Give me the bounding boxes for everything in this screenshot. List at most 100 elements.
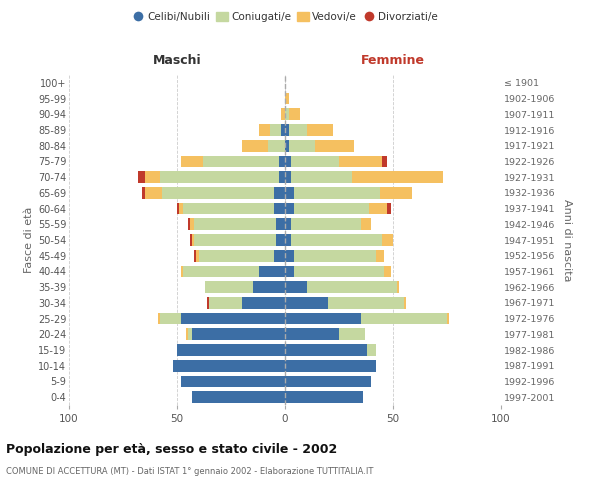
Bar	[285, 344, 367, 356]
Bar	[181, 156, 203, 168]
Bar	[160, 171, 278, 183]
Bar	[281, 124, 285, 136]
Bar	[190, 234, 192, 246]
Bar	[369, 202, 386, 214]
Bar	[160, 312, 181, 324]
Bar	[177, 202, 179, 214]
Bar	[285, 266, 293, 278]
Bar	[173, 360, 285, 372]
Bar	[315, 140, 354, 151]
Bar	[352, 171, 443, 183]
Bar	[285, 187, 293, 198]
Bar	[292, 234, 382, 246]
Bar	[285, 297, 328, 308]
Bar	[285, 156, 292, 168]
Bar	[385, 266, 391, 278]
Bar	[307, 124, 332, 136]
Bar	[274, 250, 285, 262]
Bar	[259, 266, 285, 278]
Bar	[361, 218, 371, 230]
Bar	[205, 281, 253, 293]
Bar	[285, 391, 363, 403]
Bar	[181, 376, 285, 388]
Bar	[307, 281, 397, 293]
Bar	[285, 376, 371, 388]
Y-axis label: Fasce di età: Fasce di età	[23, 207, 34, 273]
Bar	[138, 171, 145, 183]
Bar	[386, 202, 391, 214]
Bar	[253, 281, 285, 293]
Bar	[207, 297, 209, 308]
Bar	[361, 312, 447, 324]
Bar	[192, 234, 194, 246]
Text: Femmine: Femmine	[361, 54, 425, 68]
Bar	[242, 297, 285, 308]
Bar	[285, 171, 292, 183]
Bar	[184, 202, 274, 214]
Bar	[289, 140, 315, 151]
Bar	[293, 266, 385, 278]
Bar	[196, 250, 199, 262]
Bar	[285, 281, 307, 293]
Bar	[179, 202, 184, 214]
Bar	[328, 297, 404, 308]
Legend: Celibi/Nubili, Coniugati/e, Vedovi/e, Divorziati/e: Celibi/Nubili, Coniugati/e, Vedovi/e, Di…	[128, 8, 442, 26]
Bar	[259, 124, 270, 136]
Bar	[382, 156, 386, 168]
Bar	[293, 187, 380, 198]
Bar	[162, 187, 274, 198]
Bar	[274, 202, 285, 214]
Bar	[181, 312, 285, 324]
Text: Popolazione per età, sesso e stato civile - 2002: Popolazione per età, sesso e stato civil…	[6, 442, 337, 456]
Bar	[285, 250, 293, 262]
Bar	[285, 202, 293, 214]
Bar	[293, 250, 376, 262]
Bar	[285, 328, 339, 340]
Bar	[281, 108, 285, 120]
Bar	[293, 202, 369, 214]
Bar	[289, 124, 307, 136]
Bar	[285, 234, 292, 246]
Bar	[397, 281, 400, 293]
Text: Maschi: Maschi	[152, 54, 202, 68]
Bar	[278, 171, 285, 183]
Bar	[158, 312, 160, 324]
Bar	[285, 108, 289, 120]
Bar	[142, 187, 145, 198]
Bar	[185, 328, 188, 340]
Bar	[289, 108, 300, 120]
Bar	[382, 234, 393, 246]
Bar	[376, 250, 385, 262]
Bar	[242, 140, 268, 151]
Bar	[184, 266, 259, 278]
Bar	[277, 218, 285, 230]
Bar	[194, 250, 196, 262]
Bar	[292, 218, 361, 230]
Bar	[181, 266, 184, 278]
Bar	[199, 250, 274, 262]
Bar	[268, 140, 285, 151]
Bar	[285, 360, 376, 372]
Bar	[380, 187, 412, 198]
Bar	[447, 312, 449, 324]
Bar	[194, 218, 277, 230]
Bar	[188, 328, 192, 340]
Bar	[278, 156, 285, 168]
Bar	[209, 297, 242, 308]
Text: COMUNE DI ACCETTURA (MT) - Dati ISTAT 1° gennaio 2002 - Elaborazione TUTTITALIA.: COMUNE DI ACCETTURA (MT) - Dati ISTAT 1°…	[6, 468, 373, 476]
Bar	[145, 171, 160, 183]
Bar	[203, 156, 278, 168]
Bar	[285, 140, 289, 151]
Bar	[292, 171, 352, 183]
Bar	[404, 297, 406, 308]
Y-axis label: Anni di nascita: Anni di nascita	[562, 198, 572, 281]
Bar	[285, 124, 289, 136]
Bar	[188, 218, 190, 230]
Bar	[367, 344, 376, 356]
Bar	[292, 156, 339, 168]
Bar	[192, 391, 285, 403]
Bar	[274, 187, 285, 198]
Bar	[285, 218, 292, 230]
Bar	[285, 312, 361, 324]
Bar	[339, 156, 382, 168]
